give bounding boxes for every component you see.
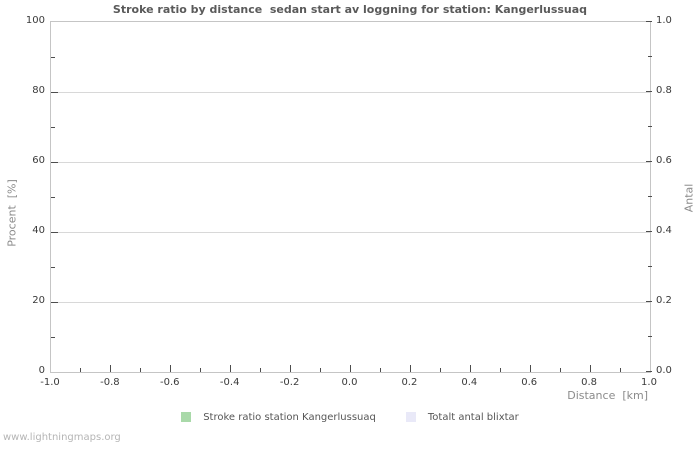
y-right-major-tick [646,20,652,22]
legend: Stroke ratio station Kangerlussuaq Totalt… [50,408,650,426]
x-major-tick [469,365,471,372]
y-left-minor-tick [51,126,55,128]
y-left-tick-label: 20 [32,295,45,306]
y-right-tick-label: 0.0 [656,365,672,376]
y-right-major-tick [646,230,652,232]
x-major-tick [529,365,531,372]
y-right-major-tick [646,370,652,372]
x-major-tick [230,365,232,372]
x-minor-tick [320,368,322,372]
y-right-minor-tick [648,335,652,337]
y-right-tick-label: 0.2 [656,295,672,306]
y-axis-label-right: Antal [682,183,696,213]
legend-label: Stroke ratio station Kangerlussuaq [203,411,376,423]
x-tick-label: -1.0 [40,377,60,388]
y-left-minor-tick [51,336,55,338]
y-left-minor-tick [51,266,55,268]
gridline-horizontal [51,231,650,233]
y-right-minor-tick [648,125,652,127]
x-tick-label: -0.6 [160,377,180,388]
y-right-tick-label: 0.8 [656,85,672,96]
y-left-major-tick [51,161,58,163]
y-right-tick-label: 0.4 [656,225,672,236]
legend-swatch [181,412,192,422]
x-major-tick [409,365,411,372]
y-left-major-tick [51,231,58,233]
y-right-minor-tick [648,265,652,267]
x-tick-label: -0.8 [100,377,120,388]
x-major-tick [290,365,292,372]
y-right-major-tick [646,300,652,302]
y-left-tick-label: 80 [32,85,45,96]
x-minor-tick [260,368,262,372]
y-right-tick-label: 0.6 [656,155,672,166]
x-minor-tick [619,368,621,372]
legend-label: Totalt antal blixtar [427,411,519,423]
x-minor-tick [439,368,441,372]
legend-swatch [405,412,416,422]
gridline-horizontal [51,161,650,163]
x-tick-label: 0.4 [461,377,478,388]
x-minor-tick [140,368,142,372]
y-right-minor-tick [648,195,652,197]
x-tick-label: 0.8 [581,377,598,388]
x-minor-tick [379,368,381,372]
y-right-minor-tick [648,55,652,57]
x-minor-tick [499,368,501,372]
y-right-major-tick [646,160,652,162]
x-minor-tick [80,368,82,372]
x-major-tick [110,365,112,372]
y-left-major-tick [51,91,58,93]
legend-item: Totalt antal blixtar [405,411,519,423]
x-minor-tick [200,368,202,372]
chart-title: Stroke ratio by distance sedan start av … [112,3,588,16]
y-left-minor-tick [51,196,55,198]
x-major-tick [589,365,591,372]
gridline-horizontal [51,91,650,93]
y-left-tick-label: 60 [32,155,45,166]
y-left-minor-tick [51,56,55,58]
watermark-text: www.lightningmaps.org [3,432,121,443]
plot-area [50,21,651,373]
y-left-major-tick [51,301,58,303]
x-minor-tick [559,368,561,372]
x-tick-label: -0.2 [279,377,300,388]
gridline-horizontal [51,301,650,303]
x-tick-label: 0.0 [341,377,358,388]
y-right-tick-label: 1.0 [656,15,672,26]
x-tick-label: -0.4 [219,377,240,388]
y-left-tick-label: 0 [38,365,45,376]
y-right-major-tick [646,90,652,92]
y-left-tick-label: 100 [25,15,45,26]
x-tick-label: 1.0 [641,377,657,388]
x-tick-label: 0.6 [521,377,538,388]
y-left-tick-label: 40 [32,225,45,236]
x-major-tick [170,365,172,372]
x-axis-label: Distance [km] [567,389,648,402]
x-tick-label: 0.2 [401,377,418,388]
legend-item: Stroke ratio station Kangerlussuaq [181,412,376,423]
x-major-tick [350,365,351,372]
